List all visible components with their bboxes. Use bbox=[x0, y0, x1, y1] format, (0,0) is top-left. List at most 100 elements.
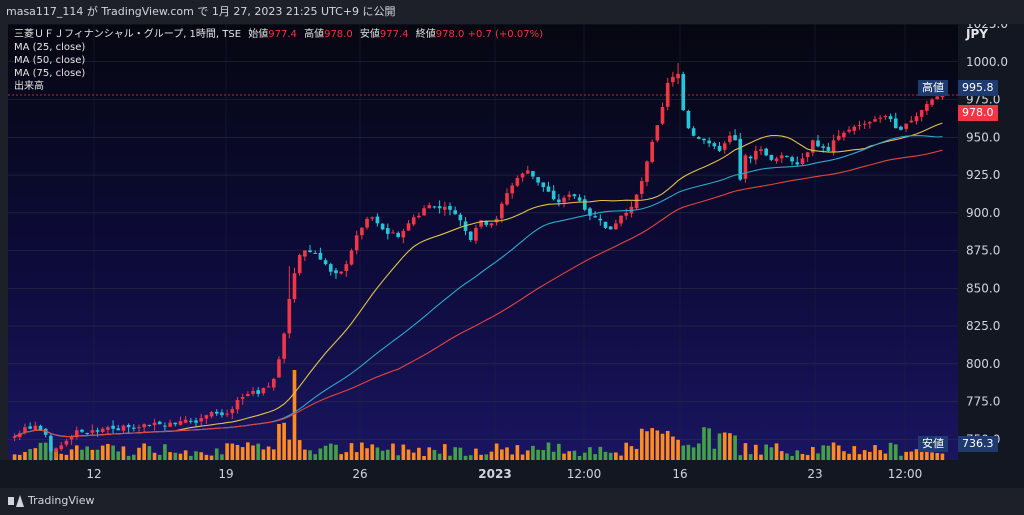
candle bbox=[883, 116, 888, 118]
volume-bar bbox=[235, 444, 240, 460]
candle bbox=[572, 194, 577, 197]
candle bbox=[80, 429, 84, 432]
candle bbox=[541, 182, 546, 188]
candle bbox=[375, 216, 380, 224]
candle bbox=[567, 194, 572, 197]
legend-ma75[interactable]: MA (75, close) bbox=[14, 68, 86, 79]
candle bbox=[681, 74, 686, 111]
candle bbox=[297, 255, 302, 274]
volume-bar bbox=[515, 445, 520, 460]
candle bbox=[925, 104, 929, 111]
volume-bar bbox=[567, 451, 572, 460]
volume-bar bbox=[90, 449, 95, 460]
ma75-line bbox=[14, 149, 943, 438]
low-value: 977.4 bbox=[379, 29, 409, 40]
candle bbox=[43, 428, 48, 435]
candle bbox=[220, 412, 224, 416]
volume-bar bbox=[349, 443, 354, 460]
volume-bar bbox=[811, 447, 815, 460]
candle bbox=[557, 199, 561, 203]
candle bbox=[23, 427, 27, 433]
volume-bar bbox=[836, 445, 841, 460]
volume-bar bbox=[43, 442, 48, 460]
candle bbox=[484, 221, 489, 225]
candle bbox=[743, 155, 748, 179]
candle bbox=[64, 440, 69, 445]
candle bbox=[163, 425, 167, 427]
y-tick-label: 825.0 bbox=[966, 319, 1000, 333]
volume-bar bbox=[80, 449, 84, 460]
volume-bar bbox=[728, 433, 732, 460]
volume-bar bbox=[137, 447, 141, 460]
x-tick-label: 23 bbox=[807, 467, 822, 481]
volume-bar bbox=[303, 449, 307, 460]
volume-bar bbox=[463, 455, 468, 460]
candle bbox=[308, 250, 312, 253]
candle bbox=[909, 120, 914, 123]
x-tick-label: 16 bbox=[672, 467, 687, 481]
volume-bar bbox=[603, 451, 608, 460]
candle bbox=[759, 149, 763, 151]
candle bbox=[49, 435, 53, 452]
volume-bar bbox=[38, 442, 43, 460]
chart[interactable]: 750.0775.0800.0825.0850.0875.0900.0925.0… bbox=[0, 24, 1024, 488]
volume-bar bbox=[572, 450, 577, 460]
candle bbox=[795, 162, 800, 165]
volume-bar bbox=[458, 447, 463, 460]
volume-bar bbox=[271, 449, 276, 460]
high-value-badge: 995.8 bbox=[958, 80, 998, 96]
footer: TradingView bbox=[0, 488, 1024, 515]
volume-bar bbox=[292, 370, 297, 460]
volume-bar bbox=[769, 447, 774, 460]
candle bbox=[940, 94, 945, 98]
candle bbox=[261, 387, 266, 394]
volume-bar bbox=[531, 445, 535, 460]
volume-bar bbox=[157, 454, 162, 460]
close-label: 終値 bbox=[415, 29, 436, 40]
volume-bar bbox=[696, 443, 701, 460]
candle bbox=[173, 422, 178, 425]
volume-bar bbox=[888, 442, 893, 460]
volume-bar bbox=[173, 452, 178, 460]
volume-bar bbox=[17, 454, 22, 460]
legend-ma25[interactable]: MA (25, close) bbox=[14, 42, 86, 53]
candle bbox=[282, 333, 286, 359]
volume-bar bbox=[645, 431, 649, 460]
candle bbox=[899, 126, 903, 130]
volume-bar bbox=[577, 455, 582, 460]
y-tick-label: 1025.0 bbox=[966, 24, 1008, 31]
volume-bar bbox=[266, 446, 271, 460]
candle bbox=[546, 186, 551, 192]
candle bbox=[442, 206, 447, 210]
candle bbox=[588, 208, 592, 216]
volume-bar bbox=[33, 448, 38, 460]
y-tick-label: 900.0 bbox=[966, 206, 1000, 220]
volume-bar bbox=[557, 443, 561, 460]
currency-label: JPY bbox=[965, 27, 988, 41]
volume-bar bbox=[930, 452, 934, 460]
candle bbox=[660, 107, 665, 124]
candle bbox=[437, 206, 442, 209]
volume-bar bbox=[925, 448, 929, 460]
volume-bar bbox=[831, 442, 836, 460]
candle bbox=[59, 445, 64, 450]
volume-bar bbox=[821, 445, 826, 460]
candle bbox=[717, 145, 722, 151]
candle bbox=[774, 158, 779, 162]
volume-bar bbox=[261, 449, 266, 460]
volume-bar bbox=[779, 451, 784, 460]
volume-bar bbox=[733, 435, 737, 460]
volume-bar bbox=[598, 446, 603, 460]
tradingview-logo[interactable]: TradingView bbox=[8, 494, 94, 507]
volume-bar bbox=[64, 454, 69, 460]
volume-bar bbox=[868, 451, 872, 460]
volume-bar bbox=[826, 445, 831, 460]
volume-bar bbox=[406, 449, 411, 460]
candle bbox=[411, 217, 416, 225]
candle bbox=[360, 227, 364, 236]
candle bbox=[199, 418, 204, 422]
legend-ma50[interactable]: MA (50, close) bbox=[14, 55, 86, 66]
candle bbox=[696, 137, 701, 139]
legend-volume[interactable]: 出来高 bbox=[14, 81, 44, 92]
candle bbox=[225, 413, 229, 415]
